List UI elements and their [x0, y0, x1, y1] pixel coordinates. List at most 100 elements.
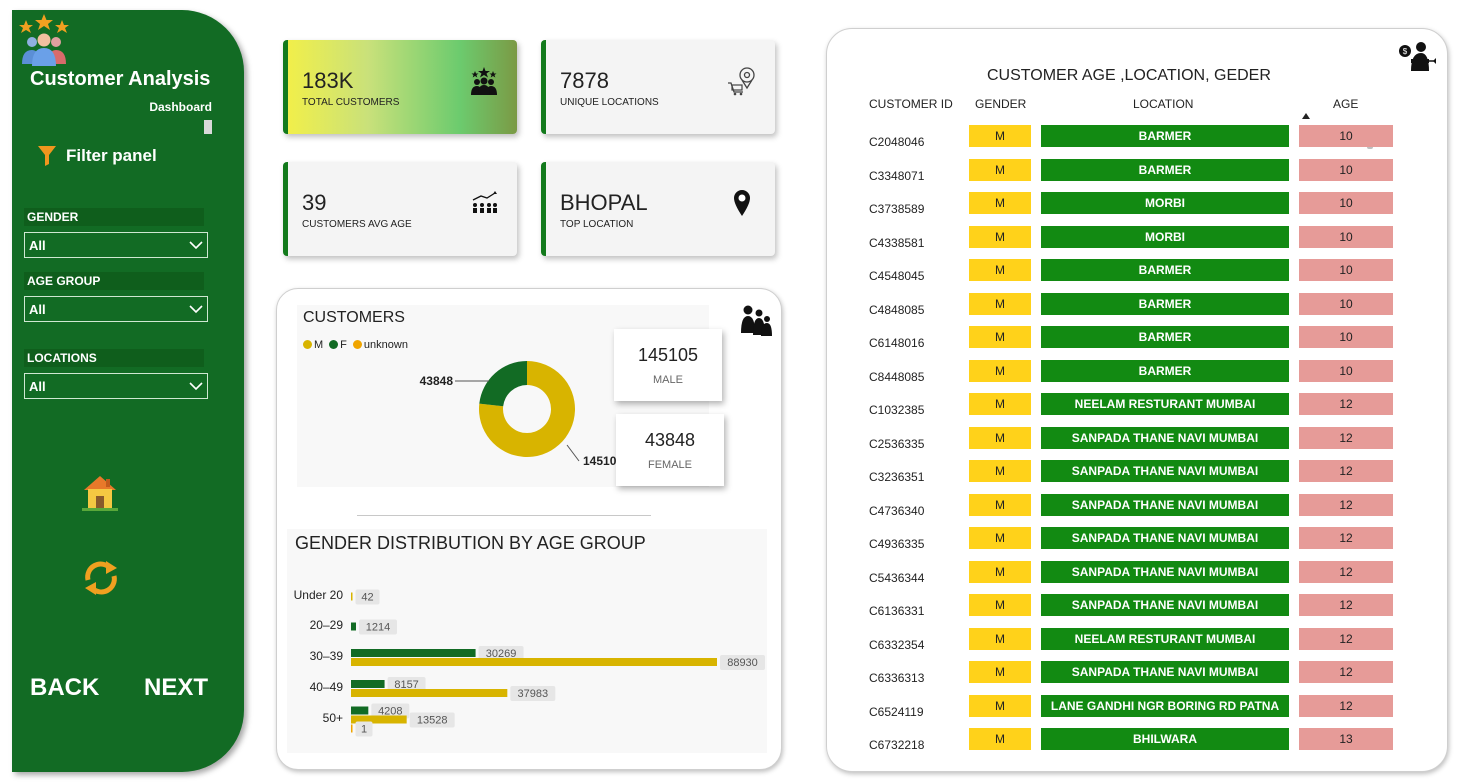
table-row[interactable]: C4848085 M BARMER 10 [865, 292, 1395, 326]
cell-customer-id: C6524119 [869, 704, 924, 719]
home-icon[interactable] [80, 472, 120, 512]
filter-panel-label: Filter panel [66, 146, 157, 165]
y-tick-label: 50+ [323, 711, 343, 725]
age-group-filter-select[interactable]: All [24, 296, 208, 322]
cell-location: BARMER [1041, 125, 1289, 147]
bar-f[interactable] [351, 649, 476, 657]
gender-age-bar-chart: Under 20 42 20–29 1214 30–39 30269 88930 40–49 8… [294, 588, 765, 737]
y-tick-label: Under 20 [294, 588, 344, 602]
cell-customer-id: C3348071 [869, 168, 925, 183]
age-group-filter-label: AGE GROUP [24, 272, 204, 290]
donut-slice-m[interactable] [479, 361, 575, 457]
col-header-location[interactable]: LOCATION [1133, 97, 1194, 111]
cell-age: 10 [1299, 158, 1393, 181]
cell-age: 12 [1299, 426, 1393, 449]
cell-location: LANE GANDHI NGR BORING RD PATNA [1041, 694, 1289, 717]
gender-age-chart-area: GENDER DISTRIBUTION BY AGE GROUP Under 2… [287, 529, 767, 753]
table-row[interactable]: C6336313 M SANPADA THANE NAVI MUMBAI 12 [865, 660, 1395, 694]
table-row[interactable]: C6524119 M LANE GANDHI NGR BORING RD PATNA… [865, 694, 1395, 728]
age-group-icon [472, 191, 497, 213]
table-row[interactable]: C4736340 M SANPADA THANE NAVI MUMBAI 12 [865, 493, 1395, 527]
kpi-top-location: BHOPAL TOP LOCATION [541, 162, 775, 256]
table-row[interactable]: C1032385 M NEELAM RESTURANT MUMBAI 12 [865, 392, 1395, 426]
panel-divider [357, 515, 651, 516]
refresh-icon[interactable] [80, 558, 122, 598]
cell-age: 12 [1299, 493, 1393, 516]
col-header-age[interactable]: AGE [1333, 97, 1359, 111]
bar-label-bg [720, 655, 765, 670]
cell-customer-id: C4548045 [869, 269, 925, 283]
cell-location: SANPADA THANE NAVI MUMBAI [1041, 426, 1289, 449]
table-row[interactable]: C8448085 M BARMER 10 [865, 359, 1395, 393]
male-count-value: 145105 [637, 345, 699, 365]
legend-item-unknown[interactable]: unknown [352, 339, 408, 351]
cell-location: NEELAM RESTURANT MUMBAI [1041, 627, 1289, 650]
female-count-value: 43848 [644, 430, 696, 450]
next-button[interactable]: NEXT [144, 674, 209, 701]
bar-m[interactable] [351, 592, 353, 601]
cell-customer-id: C2048046 [869, 135, 925, 149]
legend-item-f[interactable]: F [329, 339, 347, 351]
bar-m[interactable] [351, 689, 508, 697]
chevron-down-icon [189, 241, 203, 250]
table-row[interactable]: C4338581 M MORBI 10 [865, 225, 1395, 259]
table-row[interactable]: C6136331 M SANPADA THANE NAVI MUMBAI 12 [865, 593, 1395, 627]
cell-age: 12 [1299, 460, 1393, 482]
table-row[interactable]: C2536335 M SANPADA THANE NAVI MUMBAI 12 [865, 426, 1395, 460]
kpi-unique-locations: 7878 UNIQUE LOCATIONS [541, 40, 775, 134]
bar-label-bg [478, 646, 524, 661]
cell-location: SANPADA THANE NAVI MUMBAI [1041, 560, 1289, 583]
sort-asc-icon[interactable] [1302, 113, 1310, 119]
cell-gender: M [969, 359, 1031, 382]
kpi-top-location-label: TOP LOCATION [560, 219, 634, 230]
cell-location: SANPADA THANE NAVI MUMBAI [1041, 527, 1289, 549]
cell-gender: M [969, 527, 1031, 549]
cell-age: 10 [1299, 192, 1393, 214]
cell-location: BARMER [1041, 326, 1289, 348]
bar-m[interactable] [351, 715, 407, 724]
cell-customer-id: C6148016 [869, 336, 925, 350]
bar-m[interactable] [351, 658, 717, 666]
kpi-total-customers: 183K TOTAL CUSTOMERS [283, 40, 517, 134]
legend-unknown-label: unknown [363, 339, 408, 351]
cell-customer-id: C1032385 [869, 403, 925, 417]
table-row[interactable]: C2048046 M BARMER 10 [865, 124, 1395, 158]
dashboard-title: Customer Analysis [30, 68, 211, 90]
sidebar-scrollbar[interactable] [204, 120, 212, 134]
cell-gender: M [969, 259, 1031, 281]
locations-filter-select[interactable]: All [24, 373, 208, 399]
cell-gender: M [969, 192, 1031, 214]
table-row[interactable]: C5436344 M SANPADA THANE NAVI MUMBAI 12 [865, 560, 1395, 594]
cell-customer-id: C8448085 [869, 369, 925, 384]
back-button[interactable]: BACK [30, 674, 100, 701]
kpi-total-customers-label: TOTAL CUSTOMERS [302, 97, 400, 108]
col-header-gender[interactable]: GENDER [975, 97, 1027, 111]
donut-slice-f[interactable] [479, 361, 527, 407]
table-row[interactable]: C6332354 M NEELAM RESTURANT MUMBAI 12 [865, 627, 1395, 661]
table-row[interactable]: C6148016 M BARMER 10 [865, 325, 1395, 359]
cell-customer-id: C3738589 [869, 202, 925, 216]
table-row[interactable]: C6732218 M BHILWARA 13 [865, 727, 1395, 761]
table-row[interactable]: C3236351 M SANPADA THANE NAVI MUMBAI 12 [865, 459, 1395, 493]
location-cart-icon [728, 67, 755, 96]
gender-filter-select[interactable]: All [24, 232, 208, 258]
bar-unknown[interactable] [351, 724, 353, 733]
filter-icon [38, 146, 56, 166]
cell-gender: M [969, 560, 1031, 583]
bar-data-label: 42 [361, 592, 373, 604]
col-header-customer-id[interactable]: CUSTOMER ID [869, 97, 953, 111]
table-row[interactable]: C4936335 M SANPADA THANE NAVI MUMBAI 12 [865, 526, 1395, 560]
bar-f[interactable] [351, 706, 369, 715]
cell-customer-id: C4936335 [869, 537, 925, 551]
bar-f[interactable] [351, 680, 385, 688]
bar-data-label: 1 [361, 724, 367, 736]
table-row[interactable]: C3738589 M MORBI 10 [865, 191, 1395, 225]
table-row[interactable]: C4548045 M BARMER 10 [865, 258, 1395, 292]
cell-gender: M [969, 225, 1031, 248]
table-row[interactable]: C3348071 M BARMER 10 [865, 158, 1395, 192]
cell-location: BHILWARA [1041, 728, 1289, 750]
cell-gender: M [969, 728, 1031, 750]
bar-f[interactable] [351, 622, 356, 631]
cell-customer-id: C2536335 [869, 436, 925, 451]
legend-item-m[interactable]: M [303, 339, 323, 351]
